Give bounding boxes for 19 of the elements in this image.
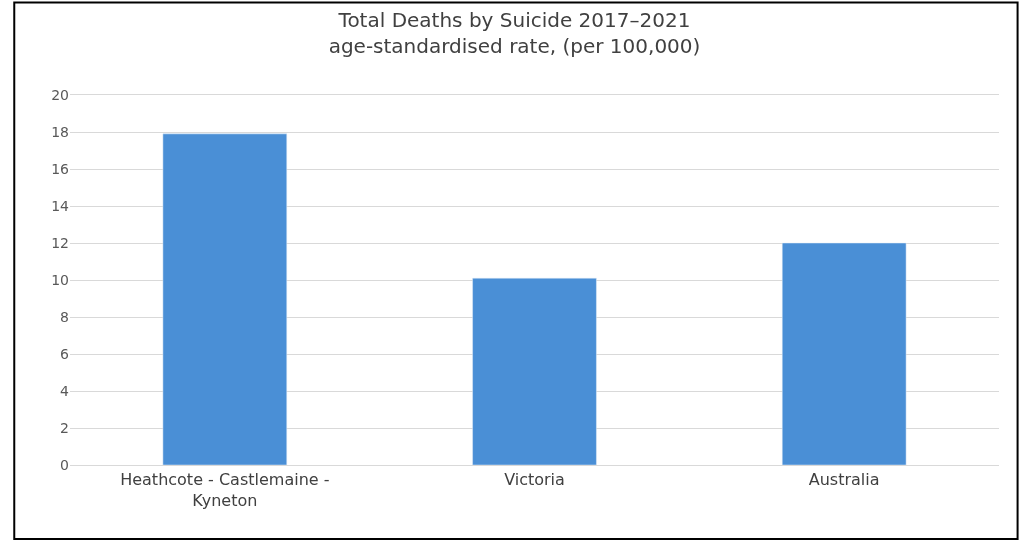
y-tick-label: 20	[51, 86, 69, 103]
x-tick-label: Heathcote - Castlemaine - Kyneton	[120, 470, 330, 510]
chart-subtitle: age-standardised rate, (per 100,000)	[328, 34, 701, 58]
y-tick-label: 4	[60, 382, 70, 399]
x-tick-label: Victoria	[504, 470, 565, 490]
y-tick-label: 8	[60, 308, 69, 325]
y-tick-label: 12	[51, 234, 69, 251]
bar	[162, 133, 288, 465]
chart-title: Total Deaths by Suicide 2017–2021	[337, 8, 691, 32]
y-tick-label: 0	[60, 456, 69, 473]
y-tick-label: 16	[51, 160, 70, 177]
y-tick-label: 18	[51, 123, 69, 140]
bar	[781, 242, 907, 465]
x-tick-label: Australia	[808, 470, 880, 490]
y-tick-label: 2	[60, 419, 69, 436]
y-tick-label: 6	[60, 345, 70, 362]
y-tick-label: 10	[51, 271, 69, 288]
bar	[472, 277, 597, 465]
y-tick-label: 14	[51, 197, 70, 214]
